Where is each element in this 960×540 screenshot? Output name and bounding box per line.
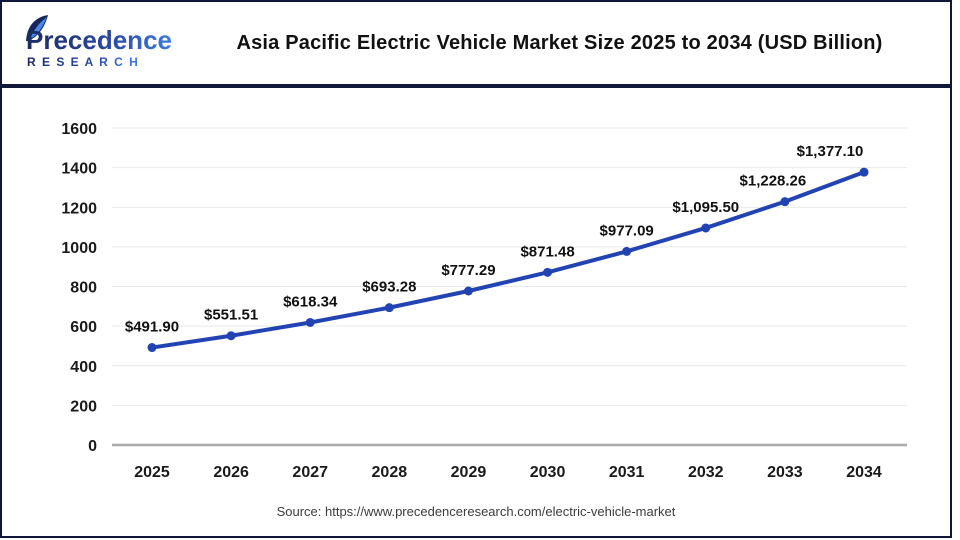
- series-line: [150, 170, 866, 350]
- data-point: [305, 317, 315, 327]
- y-tick-label: 400: [70, 359, 97, 376]
- data-point: [463, 286, 473, 296]
- data-point: [701, 223, 711, 233]
- x-tick-label: 2027: [292, 464, 328, 481]
- data-label: $618.34: [283, 293, 338, 310]
- data-point: [859, 167, 869, 177]
- x-tick-label: 2029: [451, 464, 487, 481]
- data-point: [384, 303, 394, 313]
- data-label: $871.48: [520, 243, 574, 260]
- line-chart: 0 200 400 600 800 1000 1200 1400 1600 2025 2026 202…: [61, 121, 907, 481]
- y-tick-label: 1400: [61, 161, 97, 178]
- data-label: $977.09: [600, 222, 654, 239]
- data-label: $551.51: [204, 307, 258, 324]
- y-tick-label: 600: [70, 319, 97, 336]
- data-label: $777.29: [441, 262, 495, 279]
- y-tick-label: 1000: [61, 240, 97, 257]
- x-tick-label: 2025: [134, 464, 170, 481]
- data-label: $1,095.50: [672, 199, 739, 216]
- data-point: [622, 246, 632, 256]
- header: Precedence R E S E A R C H Asia Pacific …: [2, 2, 950, 84]
- leaf-icon: [26, 15, 48, 41]
- data-point: [147, 343, 157, 353]
- brand-name-text: Precedence: [26, 25, 172, 55]
- x-tick-label: 2034: [846, 464, 882, 481]
- source-text: Source: https://www.precedenceresearch.c…: [276, 504, 676, 519]
- data-label: $693.28: [362, 279, 416, 296]
- data-point: [543, 267, 553, 277]
- y-tick-label: 0: [88, 438, 97, 455]
- y-tick-label: 1600: [61, 121, 97, 138]
- brand-sub-text: R E S E A R C H: [27, 55, 139, 69]
- header-divider: [2, 84, 950, 88]
- x-tick-label: 2028: [372, 464, 408, 481]
- x-tick-label: 2030: [530, 464, 566, 481]
- data-label: $491.90: [125, 319, 179, 336]
- x-tick-label: 2026: [213, 464, 249, 481]
- chart-area: 0 200 400 600 800 1000 1200 1400 1600 2025 2026 202…: [2, 88, 950, 502]
- x-tick-label: 2032: [688, 464, 724, 481]
- precedence-research-logo: Precedence R E S E A R C H: [26, 15, 172, 69]
- data-point: [780, 197, 790, 207]
- x-tick-label: 2031: [609, 464, 645, 481]
- y-tick-label: 800: [70, 280, 97, 297]
- y-tick-label: 200: [70, 398, 97, 415]
- chart-title: Asia Pacific Electric Vehicle Market Siz…: [236, 31, 883, 54]
- x-tick-label: 2033: [767, 464, 803, 481]
- brand-logo: Precedence R E S E A R C H: [2, 13, 193, 73]
- data-point: [226, 331, 236, 341]
- data-label: $1,228.26: [740, 173, 807, 190]
- data-label: $1,377.10: [797, 143, 864, 160]
- y-tick-label: 1200: [61, 200, 97, 217]
